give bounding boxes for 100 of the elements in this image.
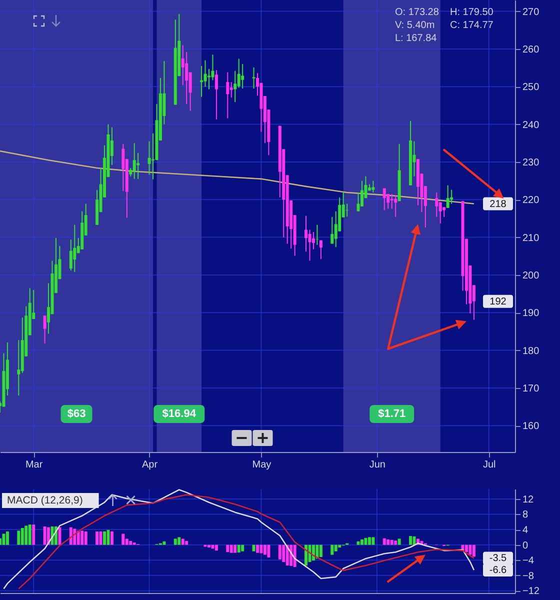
x-tick-label: May xyxy=(252,460,272,470)
bar xyxy=(237,544,240,552)
y-tick-label: 210 xyxy=(522,232,540,244)
y-tick-label: 0 xyxy=(522,540,528,552)
bar xyxy=(468,544,472,555)
candlestick xyxy=(132,142,136,180)
candlestick xyxy=(316,224,319,246)
bar xyxy=(293,544,296,567)
candlestick xyxy=(346,203,349,218)
y-tick-label: 170 xyxy=(522,383,540,394)
bar xyxy=(162,541,166,545)
bar xyxy=(185,541,188,545)
candlestick xyxy=(241,64,244,90)
bar xyxy=(330,544,334,555)
bar xyxy=(226,544,230,552)
bar xyxy=(382,538,386,545)
bar xyxy=(267,544,270,558)
candlestick xyxy=(390,193,394,210)
bar xyxy=(386,539,390,545)
candlestick xyxy=(207,68,210,90)
bar xyxy=(409,536,412,545)
y-tick-label: 230 xyxy=(522,157,540,168)
bar xyxy=(360,539,364,545)
x-tick-label: Apr xyxy=(142,460,158,470)
candlestick xyxy=(438,202,442,224)
x-tick-label: Jun xyxy=(369,460,386,470)
x-tick-label: Mar xyxy=(25,460,44,470)
bar xyxy=(96,531,99,545)
y-tick-label: −4 xyxy=(522,556,534,567)
bar xyxy=(368,537,371,545)
bar xyxy=(338,544,342,548)
y-tick-label: 260 xyxy=(522,44,540,56)
bar xyxy=(241,544,244,552)
candlestick xyxy=(382,188,386,211)
y-tick-label: 12 xyxy=(522,494,534,506)
annotation: 192 xyxy=(490,296,507,308)
candlestick xyxy=(330,216,334,244)
bar xyxy=(319,544,322,558)
candlestick xyxy=(252,66,256,90)
candlestick xyxy=(446,184,450,208)
bar xyxy=(252,544,256,552)
candlestick xyxy=(435,192,438,218)
bar xyxy=(282,544,286,562)
candlestick xyxy=(136,152,140,180)
bar xyxy=(412,536,416,545)
bar xyxy=(472,544,476,557)
candlestick xyxy=(372,180,375,193)
band-label: $16.94 xyxy=(162,408,197,420)
candlestick xyxy=(234,70,237,103)
bar xyxy=(356,541,360,545)
y-tick-label: 200 xyxy=(522,270,540,282)
bar xyxy=(99,531,102,545)
bar xyxy=(207,544,210,548)
candlestick xyxy=(230,82,233,98)
bar xyxy=(80,530,84,545)
candlestick xyxy=(122,143,125,192)
y-tick-label: 240 xyxy=(522,120,540,131)
candlestick xyxy=(356,192,360,212)
y-tick-label: 180 xyxy=(522,346,540,357)
bar xyxy=(230,544,233,553)
band-label: $1.71 xyxy=(378,408,406,420)
bar xyxy=(278,544,282,560)
candlestick xyxy=(214,70,218,120)
candlestick xyxy=(237,58,240,88)
candlestick xyxy=(394,194,398,218)
candlestick xyxy=(312,232,315,250)
bar xyxy=(32,524,36,545)
annotation: -6.6 xyxy=(489,565,508,576)
bar xyxy=(122,534,125,545)
bar xyxy=(76,530,80,545)
bar xyxy=(214,544,218,551)
bar xyxy=(260,544,263,554)
band-label: $63 xyxy=(67,408,86,420)
annotation: 218 xyxy=(490,198,507,210)
y-tick-label: 250 xyxy=(522,82,540,94)
candlestick xyxy=(200,65,204,98)
bar xyxy=(263,544,266,555)
bar xyxy=(69,527,72,545)
annotation: -3.5 xyxy=(489,553,508,564)
y-tick-label: 8 xyxy=(522,510,528,521)
candlestick xyxy=(442,206,446,218)
y-tick-label: −12 xyxy=(522,586,540,598)
candlestick xyxy=(43,315,46,344)
bar xyxy=(372,537,375,545)
x-tick-label: Jul xyxy=(482,460,496,470)
bar xyxy=(390,540,394,545)
bar xyxy=(110,531,114,545)
bar xyxy=(174,538,177,545)
bar xyxy=(234,544,237,553)
bar xyxy=(43,526,46,545)
bar xyxy=(84,531,88,545)
bar xyxy=(103,531,106,545)
annotation: V: 5.40m xyxy=(395,20,435,31)
bar xyxy=(181,538,184,545)
candlestick xyxy=(73,224,76,272)
bar xyxy=(304,544,308,566)
y-tick-label: 4 xyxy=(522,525,528,536)
y-tick-label: 190 xyxy=(522,308,540,320)
y-tick-label: 160 xyxy=(522,421,540,432)
y-tick-label: 270 xyxy=(522,6,540,18)
